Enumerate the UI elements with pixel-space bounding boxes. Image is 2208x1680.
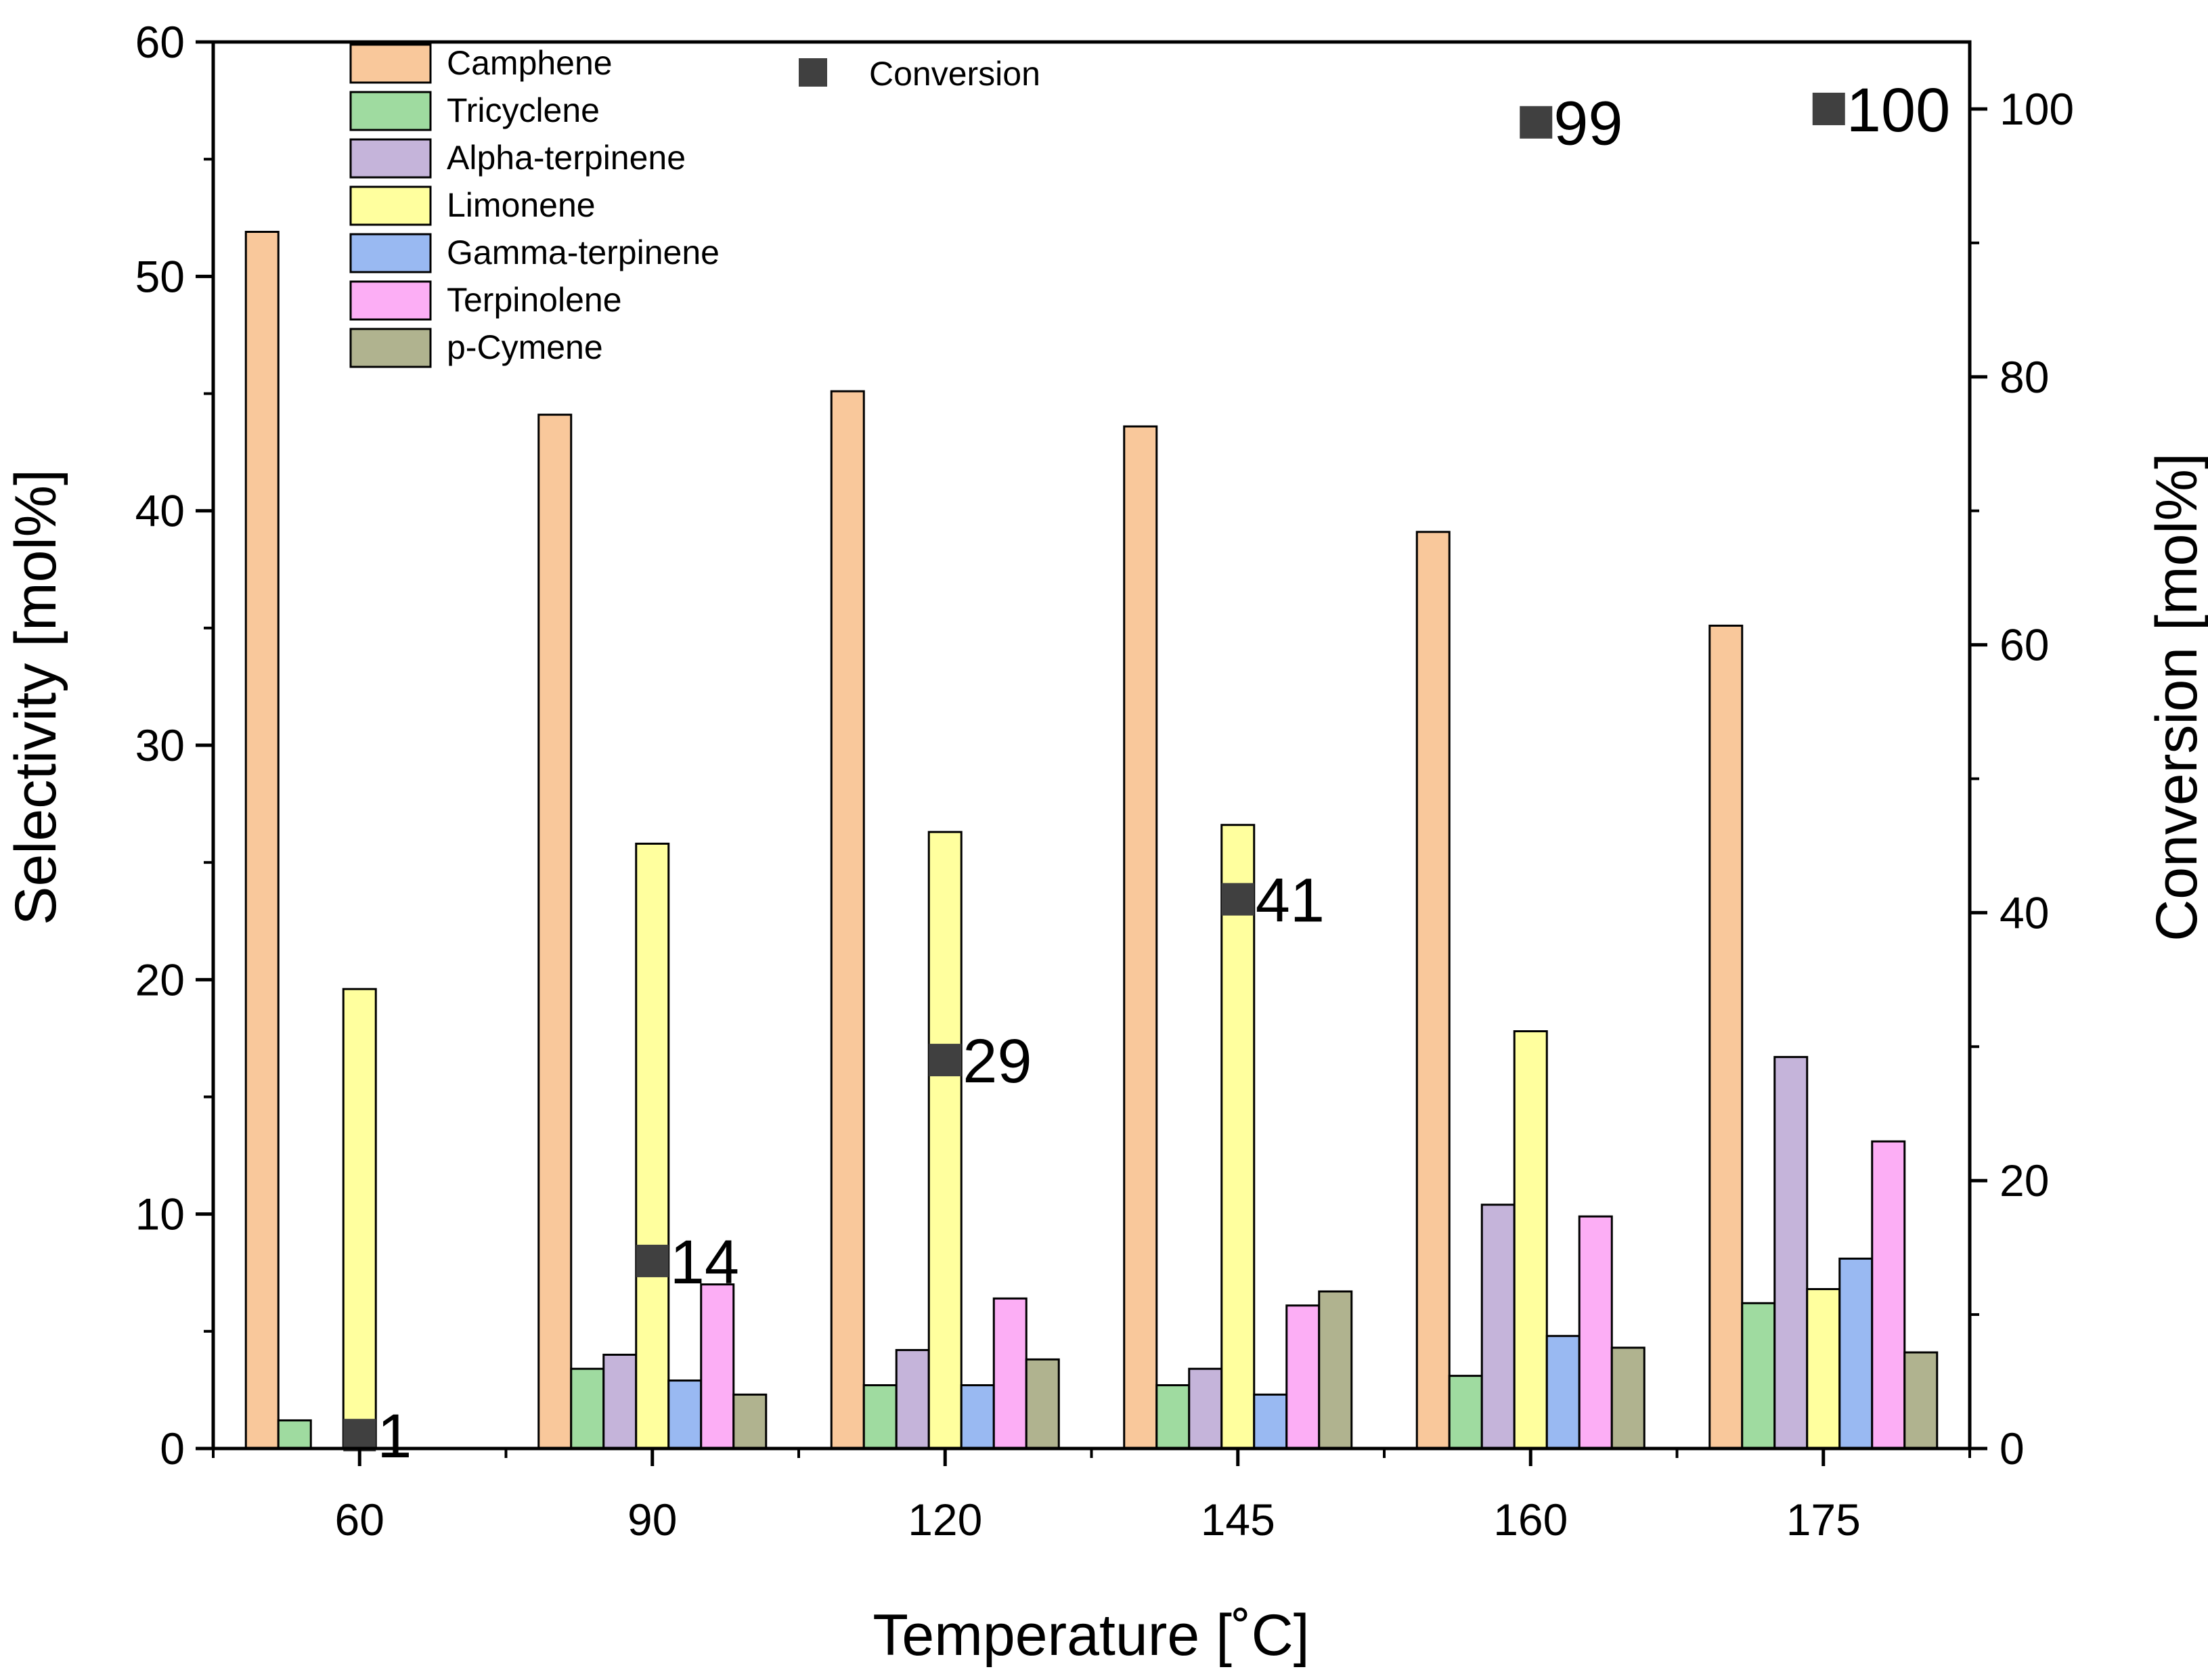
bar-limonene-175 <box>1806 1287 1841 1450</box>
bar-alpha-terpinene-145 <box>1188 1367 1223 1450</box>
x-tick-label-175: 175 <box>1786 1495 1861 1545</box>
legend-swatch-terpinolene <box>349 280 432 321</box>
y2-tick-label: 0 <box>2000 1423 2025 1474</box>
y-tick-label: 40 <box>135 486 185 536</box>
x-tick-label-145: 145 <box>1201 1495 1275 1545</box>
legend-swatch-conversion <box>799 58 827 87</box>
legend-label-terpinolene: Terpinolene <box>447 281 622 319</box>
bar-groups <box>244 231 1939 1450</box>
bar-tricyclene-60 <box>277 1419 312 1450</box>
bar-camphene-145 <box>1123 425 1158 1450</box>
conversion-marker-145 <box>1221 883 1254 916</box>
conversion-marker-160 <box>1520 106 1553 139</box>
bar-tricyclene-145 <box>1155 1384 1191 1450</box>
bar-p-cymene-90 <box>732 1393 768 1450</box>
legend-label-alpha-terpinene: Alpha-terpinene <box>447 139 686 177</box>
bar-tricyclene-160 <box>1448 1375 1483 1450</box>
bar-alpha-terpinene-160 <box>1480 1203 1516 1450</box>
bar-gamma-terpinene-120 <box>960 1384 995 1450</box>
legend: Camphene Tricyclene Alpha-terpinene Limonen… <box>349 43 1040 368</box>
conversion-marker-90 <box>636 1244 669 1277</box>
y-tick-label: 10 <box>135 1189 185 1239</box>
bar-limonene-160 <box>1513 1030 1548 1450</box>
bar-limonene-60 <box>342 988 377 1450</box>
legend-label-conversion: Conversion <box>869 55 1040 93</box>
bar-terpinolene-175 <box>1871 1140 1906 1450</box>
conversion-label-145: 41 <box>1256 866 1325 935</box>
legend-swatch-gamma-terpinene <box>349 233 432 273</box>
x-tick-label-120: 120 <box>908 1495 982 1545</box>
bar-p-cymene-175 <box>1903 1351 1939 1450</box>
bar-camphene-175 <box>1708 624 1744 1450</box>
conversion-marker-120 <box>929 1044 962 1077</box>
conversion-label-120: 29 <box>963 1027 1032 1096</box>
bar-p-cymene-160 <box>1610 1346 1646 1450</box>
conversion-label-160: 99 <box>1553 89 1622 158</box>
y2-tick-label: 40 <box>2000 887 2049 937</box>
bar-gamma-terpinene-90 <box>667 1379 703 1450</box>
bar-tricyclene-90 <box>570 1367 605 1450</box>
conversion-marker-60 <box>343 1419 376 1452</box>
y2-tick-label: 80 <box>2000 352 2049 402</box>
bar-terpinolene-90 <box>700 1283 735 1450</box>
x-tick-label-60: 60 <box>335 1495 384 1545</box>
y2-tick-label: 20 <box>2000 1155 2049 1206</box>
bar-terpinolene-120 <box>992 1297 1028 1450</box>
bar-alpha-terpinene-175 <box>1773 1056 1809 1450</box>
legend-label-camphene: Camphene <box>447 44 613 82</box>
legend-swatch-tricyclene <box>349 91 432 131</box>
y-tick-label: 60 <box>135 17 185 67</box>
bar-camphene-120 <box>830 390 865 1450</box>
y2-axis-title: Conversion [mol%] <box>2144 453 2208 942</box>
bar-camphene-60 <box>244 231 280 1450</box>
legend-label-gamma-terpinene: Gamma-terpinene <box>447 234 720 271</box>
bar-limonene-145 <box>1220 824 1256 1450</box>
conversion-label-60: 1 <box>377 1402 412 1471</box>
bar-alpha-terpinene-90 <box>602 1353 638 1450</box>
bar-tricyclene-175 <box>1741 1302 1776 1450</box>
bar-gamma-terpinene-145 <box>1253 1393 1288 1450</box>
bar-alpha-terpinene-120 <box>895 1349 930 1450</box>
x-axis-title: Temperature [˚C] <box>873 1603 1309 1668</box>
conversion-series: 1 14 29 41 99 100 <box>343 76 1950 1471</box>
bar-gamma-terpinene-175 <box>1838 1257 1874 1450</box>
y-tick-label: 30 <box>135 720 185 770</box>
bar-p-cymene-120 <box>1025 1358 1060 1450</box>
legend-label-p-cymene: p-Cymene <box>447 328 603 366</box>
y-tick-label: 50 <box>135 251 185 301</box>
legend-swatch-camphene <box>349 43 432 84</box>
bar-terpinolene-160 <box>1578 1215 1613 1450</box>
legend-label-limonene: Limonene <box>447 186 596 224</box>
bar-camphene-90 <box>537 414 573 1450</box>
legend-swatch-p-cymene <box>349 328 432 368</box>
bar-limonene-90 <box>635 842 670 1450</box>
x-tick-label-90: 90 <box>627 1495 677 1545</box>
legend-label-tricyclene: Tricyclene <box>447 91 600 129</box>
legend-swatch-alpha-terpinene <box>349 138 432 179</box>
bar-terpinolene-145 <box>1285 1304 1321 1450</box>
y-tick-label: 0 <box>160 1423 185 1474</box>
bar-camphene-160 <box>1415 531 1451 1450</box>
bar-gamma-terpinene-160 <box>1545 1335 1581 1450</box>
conversion-marker-175 <box>1812 92 1845 125</box>
y-tick-label: 20 <box>135 954 185 1004</box>
conversion-label-175: 100 <box>1847 76 1951 145</box>
axes: 0 10 20 30 40 50 60 0 20 40 60 80 100 60 90 120 145 160 17… <box>135 17 2075 1545</box>
y2-tick-label: 100 <box>2000 84 2074 134</box>
bar-limonene-120 <box>927 831 963 1450</box>
x-tick-label-160: 160 <box>1493 1495 1568 1545</box>
y2-tick-label: 60 <box>2000 620 2049 670</box>
bar-tricyclene-120 <box>862 1384 898 1450</box>
y-axis-title: Selectivity [mol%] <box>3 469 68 925</box>
legend-swatch-limonene <box>349 185 432 226</box>
conversion-label-90: 14 <box>670 1228 739 1297</box>
bar-p-cymene-145 <box>1318 1290 1353 1450</box>
